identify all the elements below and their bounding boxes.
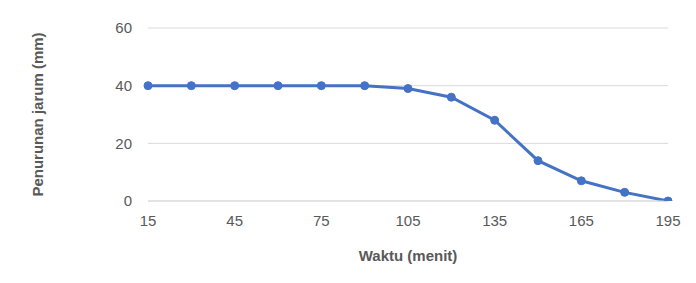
svg-text:20: 20 [115,135,132,152]
svg-text:0: 0 [124,192,132,209]
svg-text:105: 105 [395,212,420,229]
svg-text:135: 135 [482,212,507,229]
svg-text:45: 45 [226,212,243,229]
svg-text:15: 15 [140,212,157,229]
svg-text:Penurunan jarum (mm): Penurunan jarum (mm) [29,32,46,196]
svg-text:Waktu (menit): Waktu (menit) [359,247,458,264]
svg-text:60: 60 [115,19,132,36]
svg-text:165: 165 [569,212,594,229]
svg-text:40: 40 [115,77,132,94]
svg-text:75: 75 [313,212,330,229]
svg-text:195: 195 [655,212,680,229]
